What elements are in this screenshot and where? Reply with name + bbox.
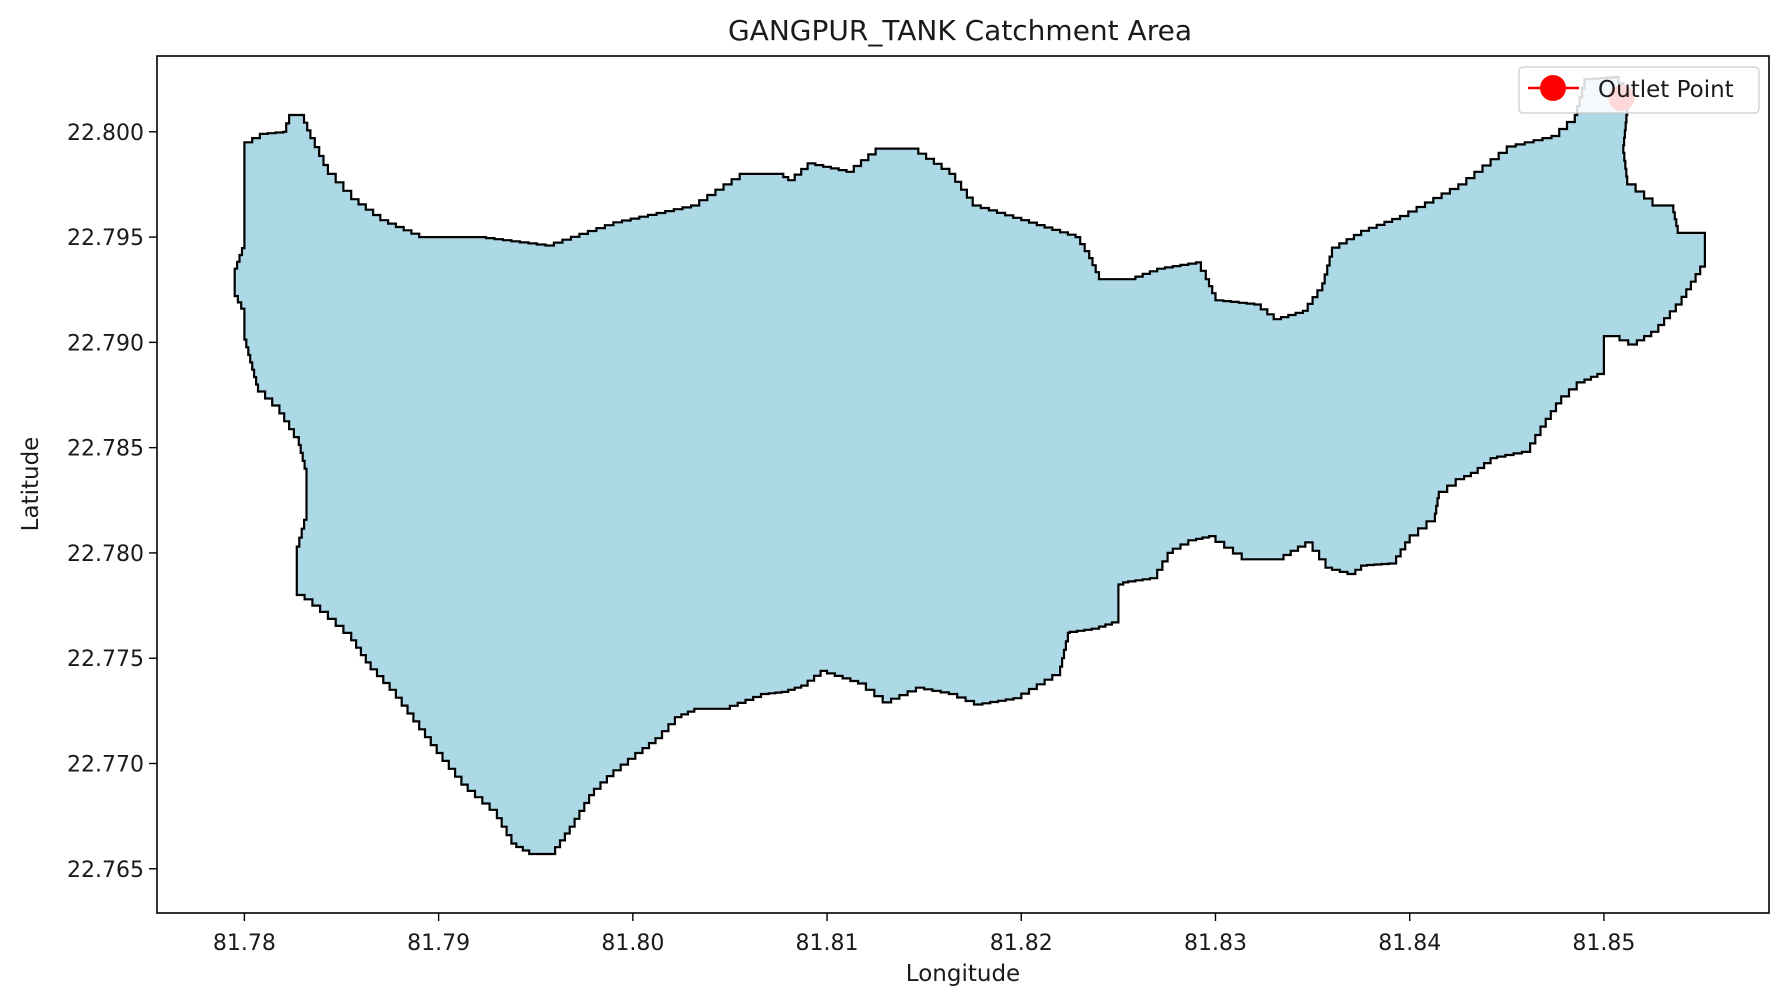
x-tick-label: 81.79	[407, 931, 470, 956]
x-tick-label: 81.85	[1572, 931, 1635, 956]
y-tick-label: 22.765	[67, 858, 144, 883]
x-tick-label: 81.82	[990, 931, 1053, 956]
y-tick-label: 22.785	[67, 437, 144, 462]
x-axis-label: Longitude	[906, 961, 1020, 987]
y-tick-label: 22.780	[67, 542, 144, 567]
axes-frame	[156, 55, 1770, 914]
x-tick-label: 81.78	[213, 931, 276, 956]
y-axis-label: Latitude	[18, 437, 44, 532]
legend-outlet-label: Outlet Point	[1598, 77, 1734, 103]
x-tick-label: 81.84	[1378, 931, 1441, 956]
chart-title: GANGPUR_TANK Catchment Area	[728, 14, 1192, 47]
x-tick-label: 81.83	[1184, 931, 1247, 956]
y-tick-label: 22.800	[67, 121, 144, 146]
y-axis-ticks: 22.765 22.770 22.775 22.780 22.785 22.790 22.7…	[67, 121, 157, 883]
legend-outlet-marker	[1540, 75, 1566, 101]
catchment-area-polygon	[233, 76, 1706, 856]
y-tick-label: 22.775	[67, 647, 144, 672]
y-tick-label: 22.770	[67, 752, 144, 777]
x-axis-ticks: 81.78 81.79 81.80 81.81 81.82 81.83 81.84 81.85	[213, 913, 1635, 956]
x-tick-label: 81.81	[796, 931, 859, 956]
y-tick-label: 22.790	[67, 331, 144, 356]
y-tick-label: 22.795	[67, 226, 144, 251]
legend-box	[1518, 66, 1760, 114]
x-tick-label: 81.80	[601, 931, 664, 956]
legend: Outlet Point	[1518, 66, 1760, 114]
